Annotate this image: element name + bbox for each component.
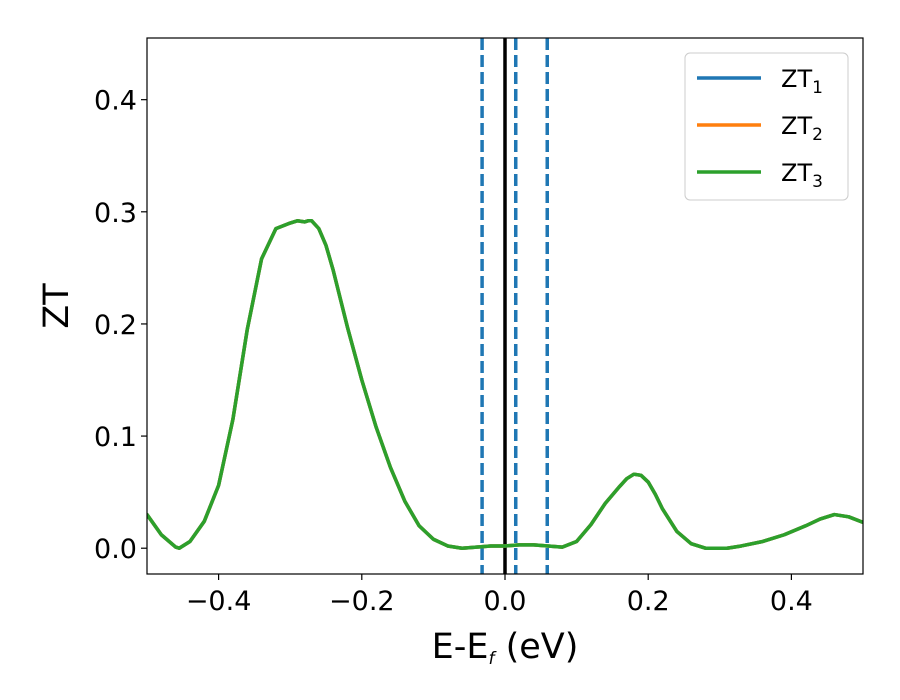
series-line-zt3 <box>147 219 863 550</box>
legend-label: ZT1 <box>781 65 823 98</box>
legend-label: ZT3 <box>781 159 823 192</box>
y-tick-label: 0.1 <box>94 422 137 453</box>
legend-frame <box>684 52 849 201</box>
legend-label: ZT2 <box>781 112 823 145</box>
x-axis: −0.4 −0.2 0.0 0.2 0.4 <box>186 574 813 617</box>
legend: ZT1 ZT2 ZT3 <box>684 52 849 201</box>
y-axis: 0.0 0.1 0.2 0.3 0.4 <box>94 86 147 565</box>
x-tick-label: −0.2 <box>329 586 395 617</box>
y-tick-label: 0.2 <box>94 310 137 341</box>
y-axis-label: ZT <box>37 283 77 329</box>
x-axis-label: E-Ef (eV) <box>432 627 579 669</box>
x-tick-label: −0.4 <box>186 586 252 617</box>
reference-lines <box>480 38 549 574</box>
y-tick-label: 0.3 <box>94 198 137 229</box>
x-tick-label: 0.0 <box>484 586 527 617</box>
x-tick-label: 0.2 <box>627 586 670 617</box>
series-lines <box>147 219 863 550</box>
y-tick-label: 0.0 <box>94 534 137 565</box>
x-tick-label: 0.4 <box>770 586 813 617</box>
y-tick-label: 0.4 <box>94 86 137 117</box>
